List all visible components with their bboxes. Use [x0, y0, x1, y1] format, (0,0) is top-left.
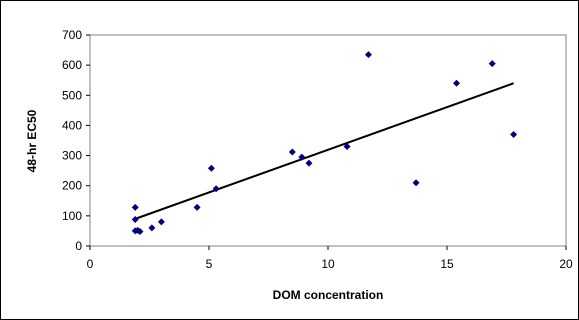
x-axis-title: DOM concentration — [273, 288, 384, 302]
data-point — [212, 185, 220, 193]
y-tick-label: 700 — [62, 28, 82, 42]
data-points — [131, 51, 518, 236]
y-tick-label: 600 — [62, 58, 82, 72]
y-tick-label: 500 — [62, 88, 82, 102]
x-tick-label: 0 — [87, 257, 94, 271]
data-point — [131, 215, 139, 223]
data-point — [207, 164, 215, 172]
data-point — [364, 51, 372, 59]
y-axis-tick-labels: 0 100 200 300 400 500 600 700 — [62, 28, 82, 253]
data-point — [343, 143, 351, 151]
x-tick-label: 5 — [206, 257, 213, 271]
data-point — [305, 159, 313, 167]
x-axis-tick-labels: 0 5 10 15 20 — [87, 257, 573, 271]
x-tick-label: 10 — [321, 257, 335, 271]
x-axis-ticks — [89, 246, 567, 250]
y-tick-label: 100 — [62, 209, 82, 223]
y-tick-label: 300 — [62, 149, 82, 163]
y-tick-label: 400 — [62, 118, 82, 132]
data-point — [298, 153, 306, 161]
data-point — [148, 224, 156, 232]
data-point — [193, 203, 201, 211]
data-point — [131, 203, 139, 211]
data-point — [453, 79, 461, 87]
data-point — [412, 179, 420, 187]
data-point — [157, 218, 165, 226]
y-axis-ticks — [86, 34, 90, 247]
y-axis-title: 48-hr EC50 — [25, 109, 39, 172]
data-point — [288, 148, 296, 156]
y-tick-label: 200 — [62, 179, 82, 193]
y-tick-label: 0 — [75, 239, 82, 253]
x-tick-label: 15 — [440, 257, 454, 271]
data-point — [488, 60, 496, 68]
data-point — [510, 130, 518, 138]
linear-trendline — [134, 82, 514, 220]
x-tick-label: 20 — [559, 257, 573, 271]
data-point — [136, 228, 144, 236]
